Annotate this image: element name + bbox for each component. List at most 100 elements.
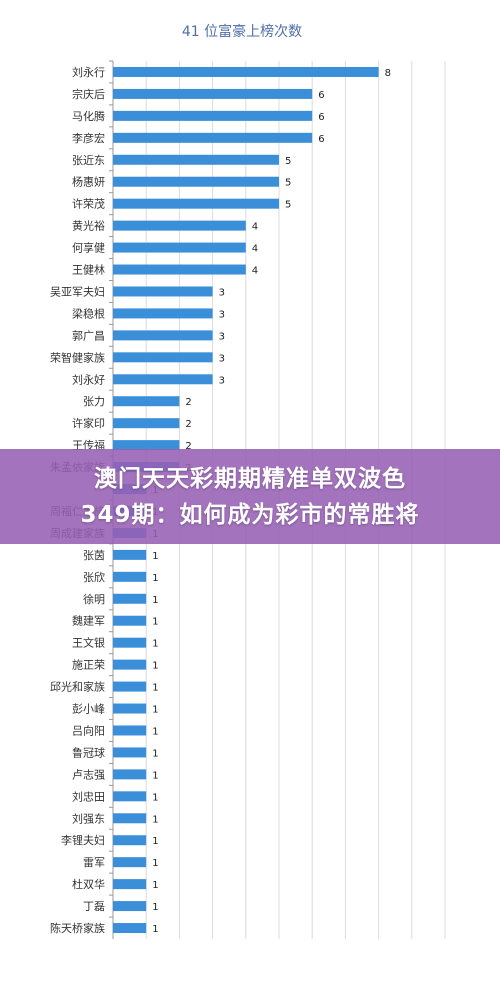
category-label: 陈天桥家族 xyxy=(50,921,105,935)
category-label: 马化腾 xyxy=(72,109,105,123)
banner-line-1: 澳门天天彩期期精准单双波色 xyxy=(94,465,406,492)
chart-title: 41 位富豪上榜次数 xyxy=(182,23,302,40)
data-label: 1 xyxy=(152,836,158,847)
bar xyxy=(113,747,147,758)
data-label: 1 xyxy=(152,617,158,628)
data-label: 1 xyxy=(152,748,158,759)
bar xyxy=(113,703,147,714)
category-label: 雷军 xyxy=(83,856,105,869)
data-label: 6 xyxy=(318,112,324,123)
bar xyxy=(113,637,147,648)
data-label: 2 xyxy=(185,441,191,452)
bar xyxy=(113,198,279,209)
data-label: 2 xyxy=(185,397,191,408)
bar xyxy=(113,396,180,407)
bar xyxy=(113,923,147,934)
data-label: 1 xyxy=(152,551,158,562)
category-label: 荣智健家族 xyxy=(50,350,105,364)
data-label: 1 xyxy=(152,880,158,891)
category-label: 刘永好 xyxy=(72,372,105,386)
bar xyxy=(113,659,147,670)
data-label: 1 xyxy=(152,924,158,935)
category-label: 刘强东 xyxy=(72,812,105,825)
category-label: 邱光和家族 xyxy=(50,680,105,694)
data-label: 8 xyxy=(385,68,391,79)
category-label: 何享健 xyxy=(72,241,105,255)
category-label: 许家印 xyxy=(72,416,105,430)
data-label: 1 xyxy=(152,683,158,694)
bar xyxy=(113,879,147,890)
bar xyxy=(113,593,147,604)
data-label: 1 xyxy=(152,858,158,869)
bar xyxy=(113,330,213,341)
bar xyxy=(113,264,246,275)
data-label: 1 xyxy=(152,661,158,672)
category-label: 宗庆后 xyxy=(72,87,105,101)
bar xyxy=(113,440,180,451)
category-label: 魏建军 xyxy=(72,614,105,628)
data-label: 1 xyxy=(152,814,158,825)
data-label: 1 xyxy=(152,770,158,781)
category-label: 吴亚军夫妇 xyxy=(50,285,105,298)
bar xyxy=(113,308,213,319)
category-label: 徐明 xyxy=(83,592,105,606)
category-label: 刘永行 xyxy=(72,65,105,79)
data-label: 1 xyxy=(152,792,158,803)
category-label: 施正荣 xyxy=(72,659,105,672)
data-label: 3 xyxy=(219,331,225,342)
data-label: 6 xyxy=(318,90,324,101)
category-label: 张欣 xyxy=(83,570,105,584)
bar xyxy=(113,352,213,363)
data-label: 1 xyxy=(152,705,158,716)
category-label: 卢志强 xyxy=(72,768,105,781)
bar xyxy=(113,791,147,802)
category-label: 李锂夫妇 xyxy=(61,833,105,847)
data-label: 6 xyxy=(318,134,324,145)
bar xyxy=(113,66,379,77)
bar xyxy=(113,835,147,846)
data-label: 3 xyxy=(219,375,225,386)
bar xyxy=(113,154,279,165)
data-label: 4 xyxy=(252,266,258,277)
bar xyxy=(113,110,313,121)
bar xyxy=(113,242,246,253)
bar xyxy=(113,176,279,187)
data-label: 5 xyxy=(285,178,291,189)
category-label: 杨惠妍 xyxy=(72,175,105,189)
bar xyxy=(113,681,147,692)
data-label: 1 xyxy=(152,639,158,650)
bar xyxy=(113,418,180,429)
category-label: 刘忠田 xyxy=(72,790,105,803)
bar xyxy=(113,571,147,582)
bar xyxy=(113,615,147,626)
category-label: 许荣茂 xyxy=(72,197,105,211)
bar xyxy=(113,374,213,385)
bar xyxy=(113,769,147,780)
data-label: 1 xyxy=(152,726,158,737)
category-label: 郭广昌 xyxy=(72,329,105,342)
data-label: 4 xyxy=(252,244,258,255)
data-label: 1 xyxy=(152,902,158,913)
bar xyxy=(113,220,246,231)
bar xyxy=(113,725,147,736)
bar xyxy=(113,549,147,560)
data-label: 3 xyxy=(219,287,225,298)
bar xyxy=(113,857,147,868)
data-label: 2 xyxy=(185,419,191,430)
banner-line-2: 349期：如何成为彩市的常胜将 xyxy=(80,501,420,528)
category-label: 鲁冠球 xyxy=(72,745,105,759)
bar xyxy=(113,132,313,143)
category-label: 张力 xyxy=(83,395,105,408)
data-label: 1 xyxy=(152,595,158,606)
category-label: 黄光裕 xyxy=(72,219,105,233)
category-label: 杜双华 xyxy=(72,877,105,891)
data-label: 3 xyxy=(219,353,225,364)
category-label: 吕向阳 xyxy=(72,723,105,737)
bar xyxy=(113,286,213,297)
category-label: 王文银 xyxy=(72,636,105,650)
data-label: 5 xyxy=(285,200,291,211)
category-label: 彭小峰 xyxy=(72,702,105,716)
category-label: 梁稳根 xyxy=(72,306,105,320)
bar xyxy=(113,813,147,824)
category-label: 张茵 xyxy=(83,549,105,562)
